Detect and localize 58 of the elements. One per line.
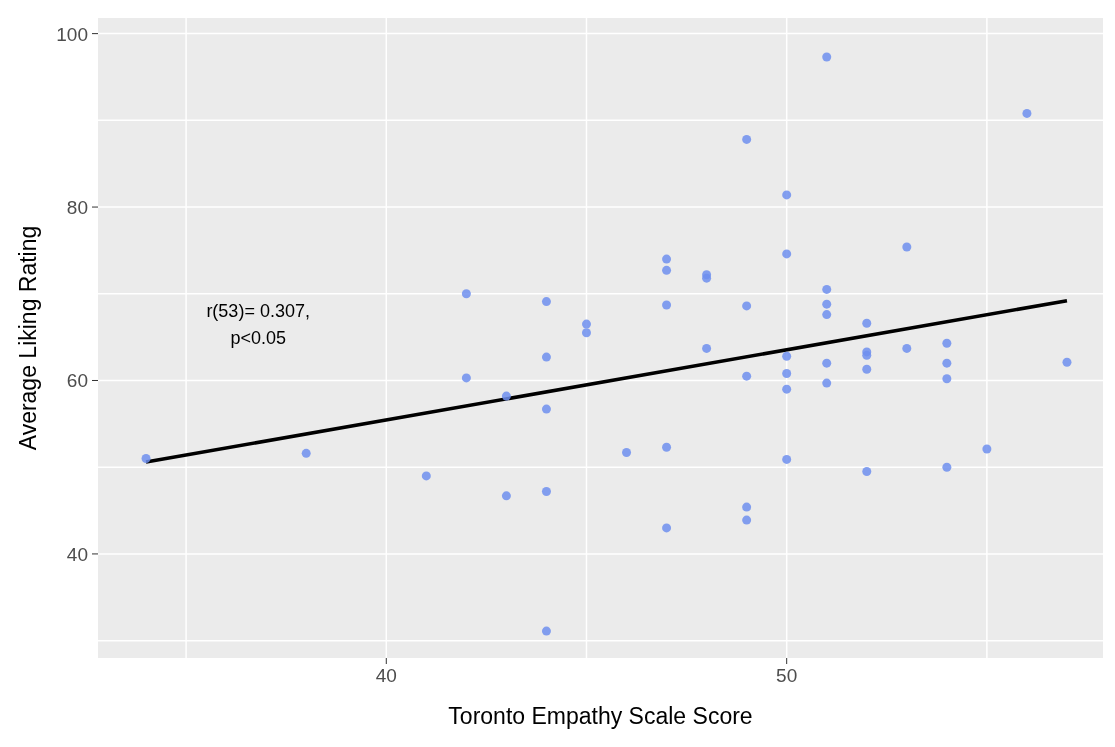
point [822, 52, 832, 62]
point [782, 369, 792, 379]
point [1062, 357, 1072, 367]
annotation: r(53)= 0.307, p<0.05 [205, 300, 311, 351]
point [822, 299, 832, 309]
point [662, 300, 672, 310]
point [942, 374, 952, 384]
point [742, 301, 752, 311]
x-axis-title: Toronto Empathy Scale Score [448, 703, 753, 729]
point [541, 352, 551, 362]
point [1022, 108, 1032, 118]
point [782, 249, 792, 259]
point [501, 491, 511, 501]
point [461, 373, 471, 383]
point [782, 454, 792, 464]
point [622, 447, 632, 457]
point [862, 318, 872, 328]
point [822, 378, 832, 388]
point [662, 442, 672, 452]
point [541, 297, 551, 307]
point [301, 448, 311, 458]
point [822, 310, 832, 320]
point [662, 265, 672, 275]
point [982, 444, 992, 454]
point [581, 319, 591, 329]
point [541, 626, 551, 636]
point [862, 364, 872, 374]
point [541, 487, 551, 496]
point [942, 338, 952, 348]
point [461, 289, 471, 299]
point [782, 351, 792, 361]
point [862, 467, 872, 477]
point [822, 284, 832, 294]
point [742, 515, 752, 525]
point [902, 343, 912, 353]
point [541, 404, 551, 414]
point [421, 471, 431, 481]
point [942, 462, 952, 472]
point [662, 523, 672, 533]
point [742, 371, 752, 381]
point [581, 328, 591, 338]
point [742, 502, 752, 512]
point [902, 242, 912, 252]
point [141, 454, 151, 464]
point [942, 358, 952, 368]
point [501, 391, 511, 401]
point [742, 134, 752, 144]
x-tick-label: 50 [776, 665, 798, 686]
y-tick-label: 80 [66, 197, 88, 219]
y-tick-label: 100 [56, 23, 88, 45]
y-tick-label: 40 [66, 543, 88, 565]
point [782, 190, 792, 200]
y-tick-label: 60 [66, 370, 88, 392]
point [782, 384, 792, 394]
y-axis-title: Average Liking Rating [15, 225, 42, 451]
point [822, 358, 832, 368]
point [662, 254, 672, 264]
point [702, 343, 712, 353]
